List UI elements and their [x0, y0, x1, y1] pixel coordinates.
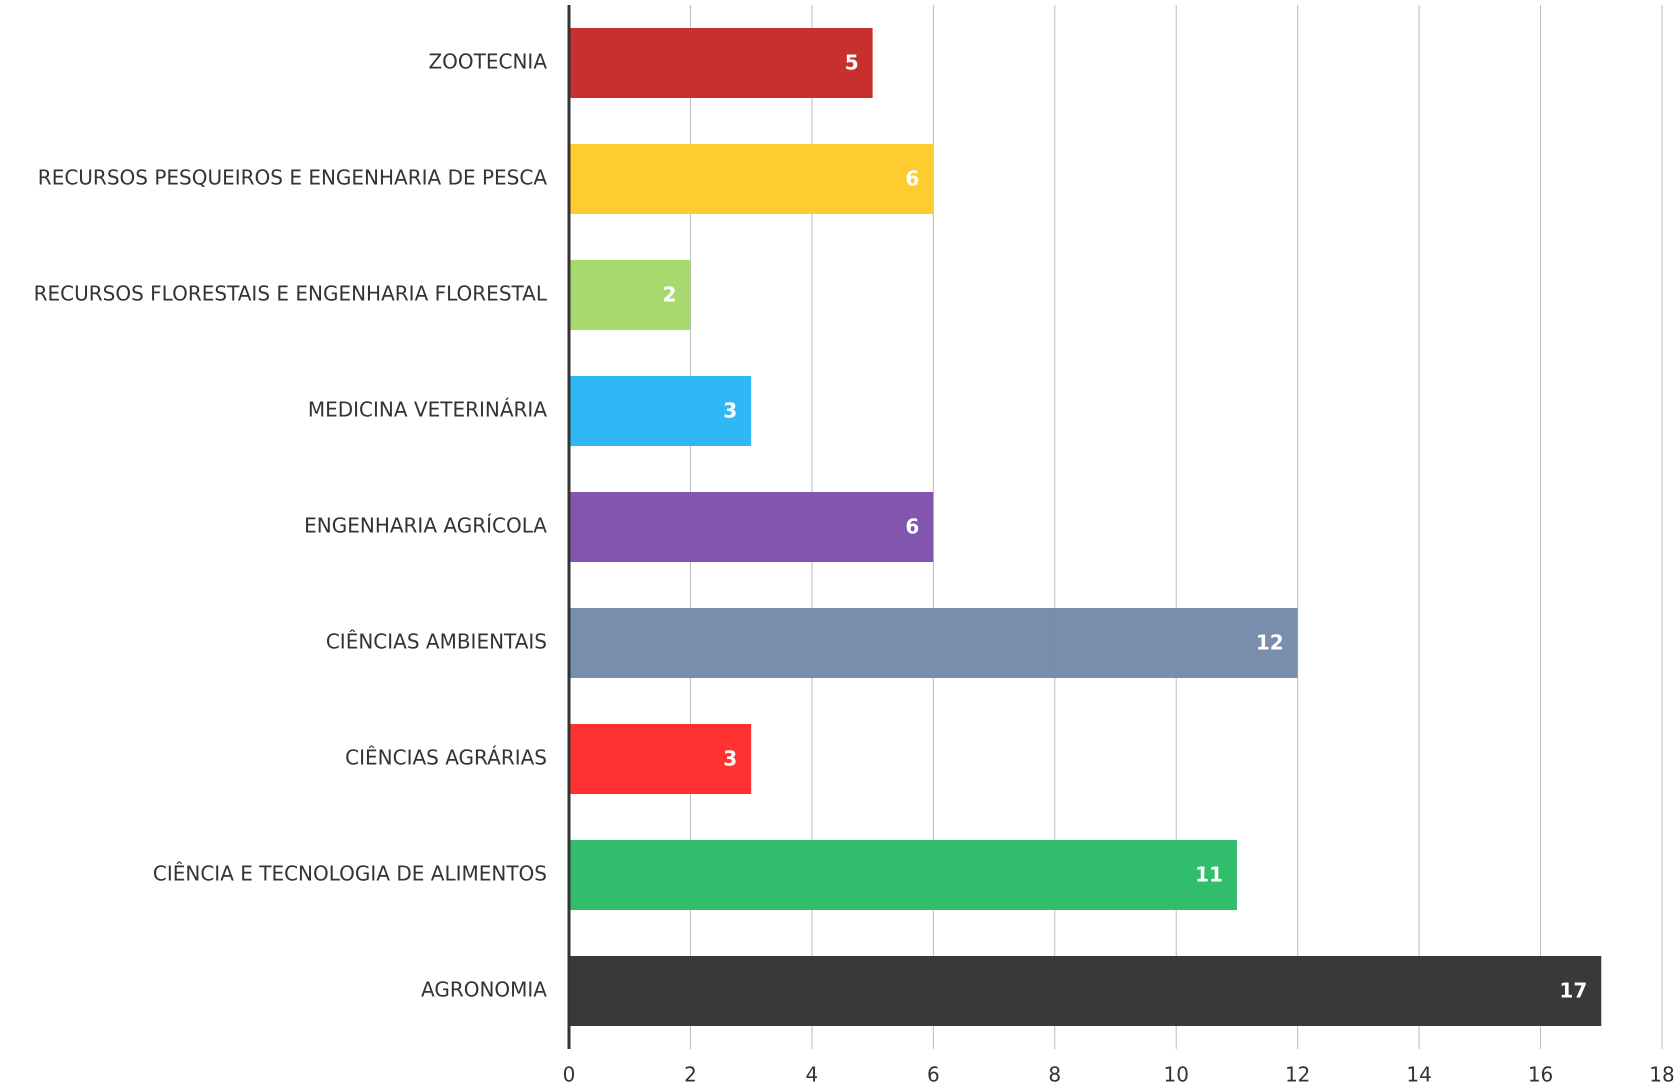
- y-tick-label: ENGENHARIA AGRÍCOLA: [304, 514, 547, 538]
- x-tick-label: 16: [1528, 1063, 1553, 1087]
- y-tick-label: CIÊNCIAS AGRÁRIAS: [345, 746, 547, 770]
- value-label: 3: [723, 399, 737, 423]
- value-label: 6: [905, 515, 919, 539]
- bar: [569, 492, 934, 562]
- value-label: 11: [1195, 863, 1223, 887]
- x-tick-label: 10: [1163, 1063, 1188, 1087]
- bar: [569, 260, 691, 330]
- value-label: 3: [723, 747, 737, 771]
- x-tick-label: 12: [1285, 1063, 1310, 1087]
- x-tick-label: 8: [1048, 1063, 1061, 1087]
- y-tick-label: RECURSOS FLORESTAIS E ENGENHARIA FLOREST…: [34, 282, 548, 306]
- x-tick-label: 4: [806, 1063, 819, 1087]
- y-tick-label: CIÊNCIA E TECNOLOGIA DE ALIMENTOS: [153, 862, 547, 886]
- bar: [569, 28, 873, 98]
- x-tick-label: 2: [684, 1063, 697, 1087]
- value-label: 2: [663, 283, 677, 307]
- bar: [569, 840, 1237, 910]
- value-label: 12: [1256, 631, 1284, 655]
- y-tick-label: AGRONOMIA: [421, 978, 547, 1002]
- bar: [569, 144, 934, 214]
- value-label: 5: [845, 51, 859, 75]
- x-tick-label: 6: [927, 1063, 940, 1087]
- y-tick-label: MEDICINA VETERINÁRIA: [308, 398, 547, 422]
- x-tick-label: 0: [563, 1063, 576, 1087]
- bar: [569, 608, 1298, 678]
- bar: [569, 376, 752, 446]
- value-label: 17: [1559, 979, 1587, 1003]
- y-tick-label: RECURSOS PESQUEIROS E ENGENHARIA DE PESC…: [38, 166, 548, 190]
- x-tick-label: 14: [1406, 1063, 1431, 1087]
- value-label: 6: [905, 167, 919, 191]
- bar: [569, 724, 752, 794]
- bar: [569, 956, 1602, 1026]
- y-tick-label: ZOOTECNIA: [428, 50, 547, 74]
- x-tick-label: 18: [1649, 1063, 1674, 1087]
- y-tick-label: CIÊNCIAS AMBIENTAIS: [326, 630, 547, 654]
